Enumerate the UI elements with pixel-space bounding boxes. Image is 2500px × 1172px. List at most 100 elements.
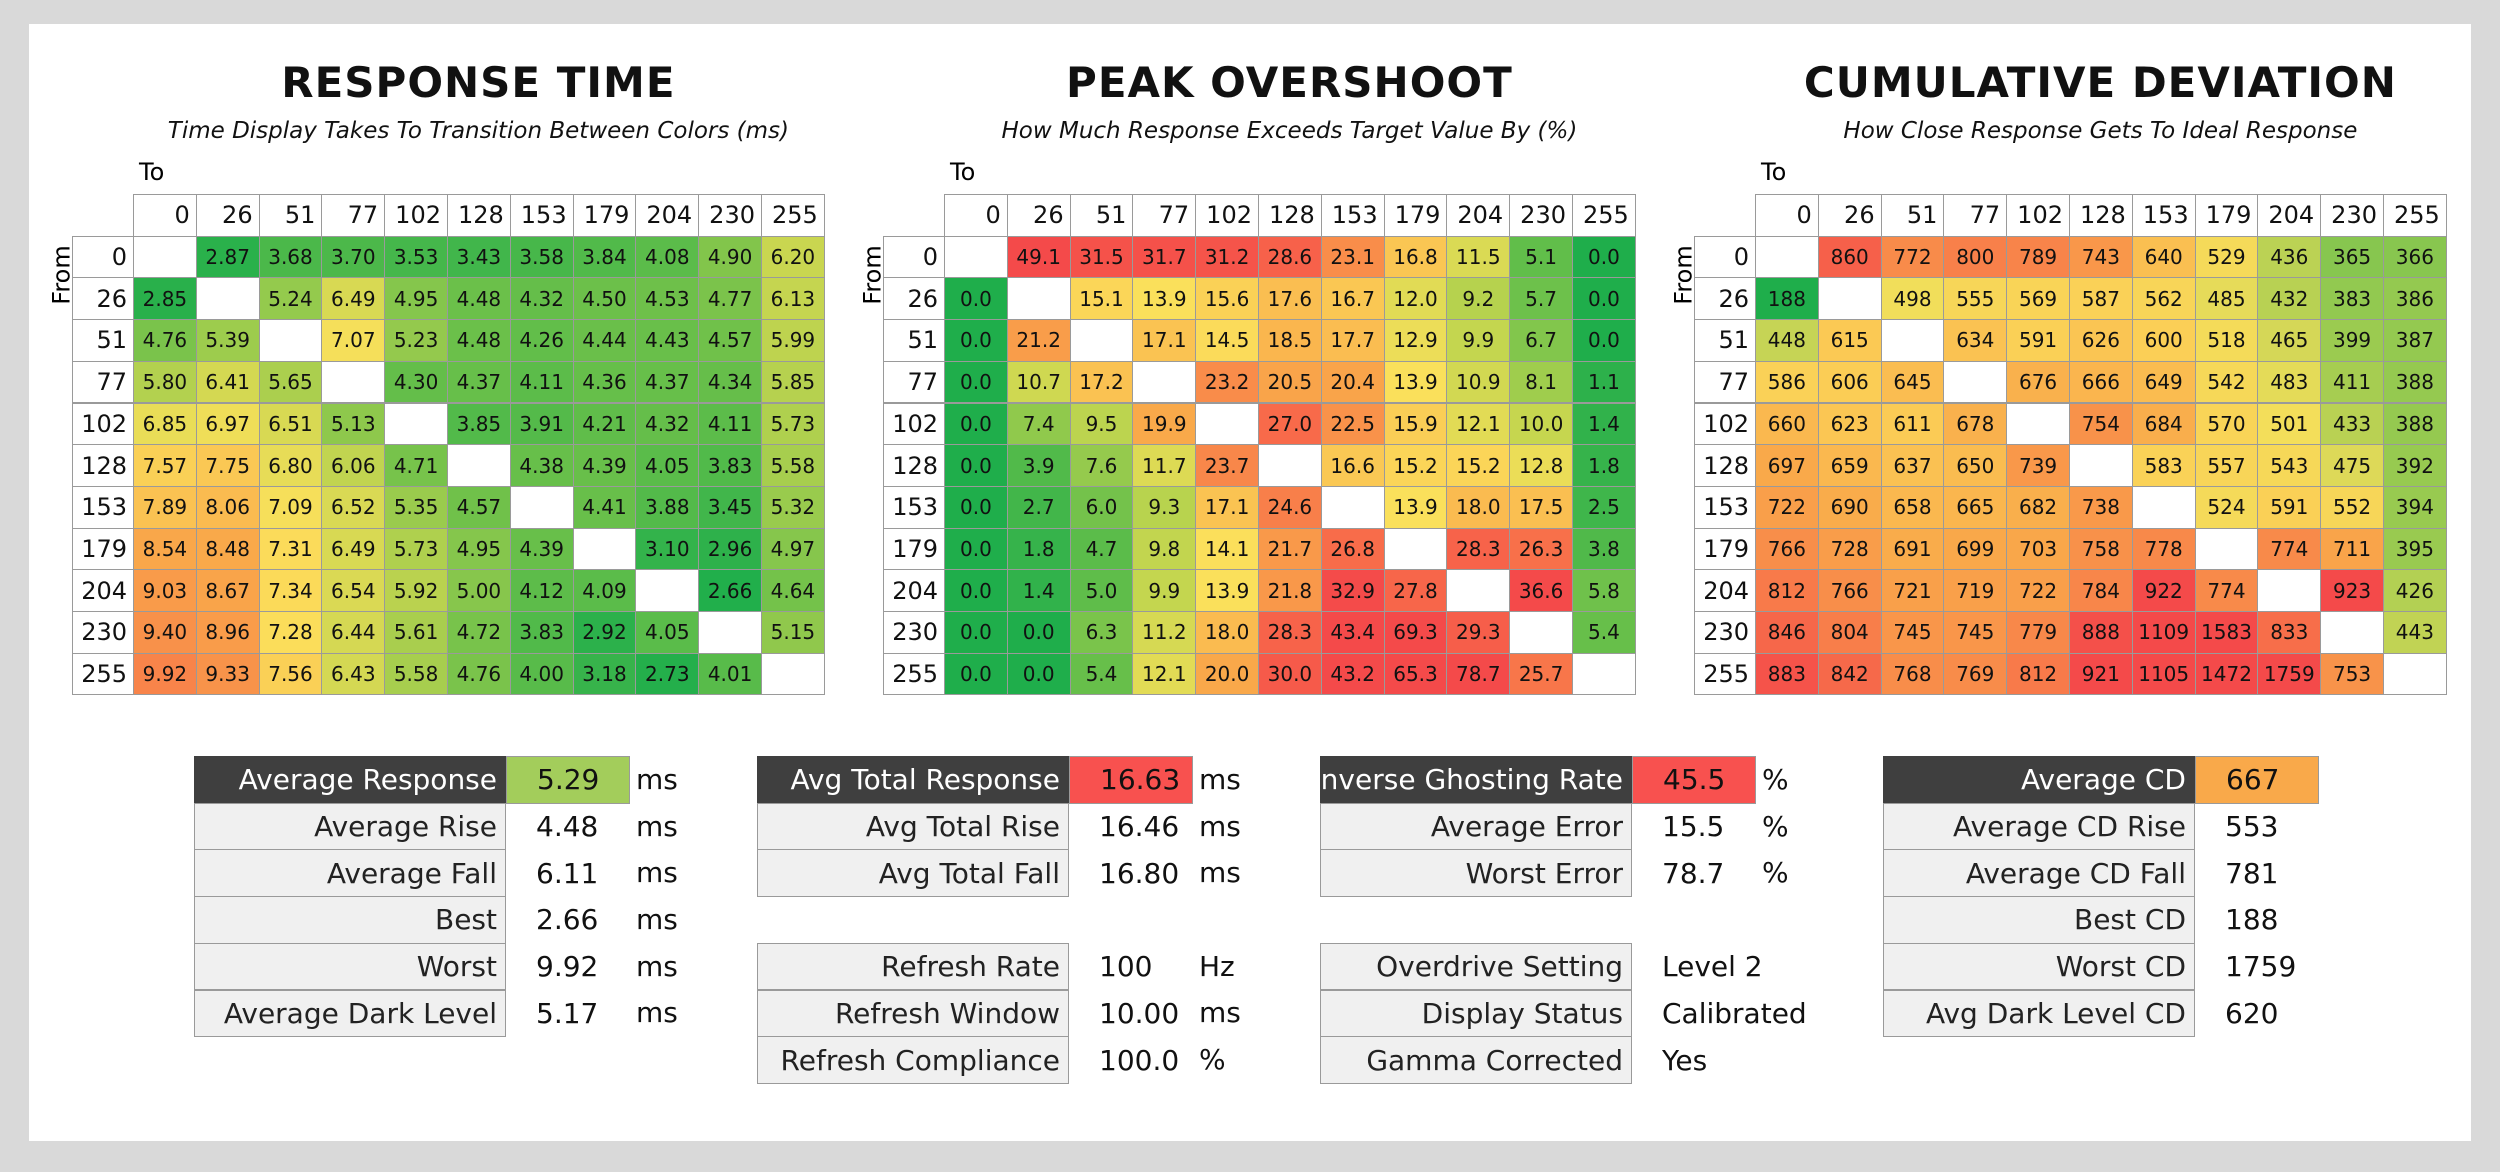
heatmap-cell: 25.7 — [1509, 652, 1573, 696]
heatmap-cell: 743 — [2069, 235, 2133, 279]
stat-unit: ms — [636, 902, 678, 936]
heatmap-cell: 1.4 — [1006, 569, 1071, 612]
row-header: 0 — [72, 235, 134, 279]
heatmap-cell: 17.7 — [1320, 319, 1385, 362]
stat-unit: % — [1762, 856, 1789, 890]
stat-label: Worst — [194, 942, 506, 991]
heatmap-cell: 769 — [1943, 652, 2008, 696]
heatmap-cell: 719 — [1943, 569, 2008, 612]
heatmap-cell: 388 — [2383, 402, 2447, 446]
heatmap-cell: 6.06 — [321, 444, 386, 487]
stat-value: Level 2 — [1662, 950, 1763, 984]
heatmap-cell: 386 — [2383, 277, 2447, 321]
heatmap-cell: 690 — [1817, 485, 1882, 529]
heatmap-cell: 433 — [2320, 402, 2384, 446]
empty-cell — [447, 444, 511, 487]
heatmap-cell: 4.00 — [509, 652, 574, 696]
heatmap-cell: 6.13 — [761, 277, 825, 321]
column-header: 179 — [1383, 194, 1448, 237]
column-header: 0 — [1755, 194, 1819, 237]
heatmap-cell: 31.2 — [1195, 235, 1259, 279]
empty-cell — [761, 652, 825, 696]
heatmap-cell: 4.36 — [572, 360, 637, 404]
heatmap-cell: 20.5 — [1258, 360, 1322, 404]
column-header: 230 — [1509, 194, 1573, 237]
heatmap-cell: 728 — [1817, 527, 1882, 571]
heatmap-cell: 1.8 — [1572, 444, 1636, 487]
heatmap-cell: 23.7 — [1195, 444, 1259, 487]
panel-subtitle: How Close Response Gets To Ideal Respons… — [1843, 118, 2358, 144]
heatmap-cell: 13.9 — [1383, 485, 1448, 529]
stat-label: Average Fall — [194, 849, 506, 898]
empty-cell — [2320, 611, 2384, 654]
heatmap-cell: 569 — [2006, 277, 2070, 321]
heatmap-cell: 5.65 — [258, 360, 323, 404]
empty-cell — [1383, 527, 1448, 571]
heatmap-cell: 7.89 — [133, 485, 197, 529]
stat-label: Avg Total Response — [757, 756, 1069, 804]
empty-cell — [1006, 277, 1071, 321]
heatmap-cell: 591 — [2257, 485, 2322, 529]
heatmap-cell: 22.5 — [1320, 402, 1385, 446]
heatmap-cell: 4.43 — [635, 319, 700, 362]
stat-label: Refresh Window — [757, 989, 1069, 1038]
empty-cell — [133, 235, 197, 279]
heatmap-cell: 3.10 — [635, 527, 700, 571]
column-header: 102 — [2006, 194, 2070, 237]
empty-cell — [2069, 444, 2133, 487]
heatmap-cell: 1583 — [2194, 611, 2259, 654]
empty-cell — [2131, 485, 2196, 529]
heatmap-cell: 4.39 — [509, 527, 574, 571]
heatmap-cell: 529 — [2194, 235, 2259, 279]
stat-unit: % — [1762, 809, 1789, 843]
heatmap-cell: 6.3 — [1069, 611, 1134, 654]
heatmap-cell: 16.6 — [1320, 444, 1385, 487]
heatmap-cell: 8.67 — [195, 569, 260, 612]
heatmap-cell: 12.8 — [1509, 444, 1573, 487]
heatmap-cell: 4.76 — [447, 652, 511, 696]
heatmap-cell: 543 — [2257, 444, 2322, 487]
heatmap-cell: 411 — [2320, 360, 2384, 404]
column-header: 255 — [1572, 194, 1636, 237]
row-header: 179 — [72, 527, 134, 571]
heatmap-cell: 15.2 — [1446, 444, 1511, 487]
heatmap-cell: 5.73 — [384, 527, 448, 571]
heatmap-cell: 65.3 — [1383, 652, 1448, 696]
heatmap-cell: 637 — [1880, 444, 1945, 487]
heatmap-cell: 6.51 — [258, 402, 323, 446]
heatmap-cell: 812 — [1755, 569, 1819, 612]
heatmap-cell: 6.97 — [195, 402, 260, 446]
heatmap-cell: 16.8 — [1383, 235, 1448, 279]
panel-title: CUMULATIVE DEVIATION — [1803, 58, 2397, 107]
heatmap-cell: 7.07 — [321, 319, 386, 362]
heatmap-cell: 615 — [1817, 319, 1882, 362]
stat-label: Average CD — [1883, 756, 2195, 804]
heatmap-cell: 6.49 — [321, 527, 386, 571]
row-header: 51 — [883, 319, 945, 362]
row-header: 77 — [1694, 360, 1756, 404]
heatmap-cell: 11.2 — [1132, 611, 1197, 654]
heatmap-cell: 4.57 — [447, 485, 511, 529]
heatmap-cell: 8.96 — [195, 611, 260, 654]
heatmap-cell: 78.7 — [1446, 652, 1511, 696]
heatmap-cell: 9.2 — [1446, 277, 1511, 321]
row-header: 51 — [72, 319, 134, 362]
heatmap-cell: 703 — [2006, 527, 2070, 571]
heatmap-cell: 0.0 — [944, 402, 1008, 446]
row-header: 179 — [1694, 527, 1756, 571]
empty-cell — [1755, 235, 1819, 279]
heatmap-cell: 3.18 — [572, 652, 637, 696]
stat-unit: ms — [1199, 762, 1241, 796]
stat-unit: % — [1199, 1043, 1226, 1077]
heatmap-cell: 43.2 — [1320, 652, 1385, 696]
heatmap-cell: 28.3 — [1446, 527, 1511, 571]
heatmap-cell: 31.7 — [1132, 235, 1197, 279]
row-header: 230 — [1694, 611, 1756, 654]
heatmap-cell: 8.1 — [1509, 360, 1573, 404]
heatmap-cell: 15.9 — [1383, 402, 1448, 446]
heatmap-cell: 3.83 — [698, 444, 762, 487]
heatmap-cell: 12.0 — [1383, 277, 1448, 321]
row-header: 204 — [72, 569, 134, 612]
heatmap-cell: 5.80 — [133, 360, 197, 404]
